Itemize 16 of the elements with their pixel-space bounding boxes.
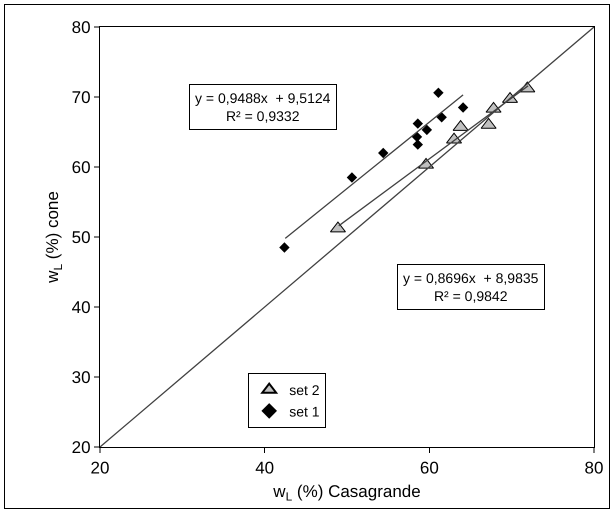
- y-tick-label: 50: [72, 228, 91, 247]
- y-tick-label: 40: [72, 298, 91, 317]
- x-tick-label: 60: [420, 458, 439, 478]
- x-tick-label: 40: [255, 458, 274, 478]
- y-tick-label: 80: [72, 18, 91, 37]
- y-tick-label: 70: [72, 88, 91, 107]
- legend-label: set 2: [289, 382, 320, 398]
- annotation: y = 0,9488x + 9,5124 R² = 0,9332: [195, 90, 331, 124]
- y-tick-label: 20: [72, 438, 91, 457]
- x-axis-title: w$_{L}$ (%) Casagrande: [272, 482, 421, 504]
- y-tick-label: 60: [72, 158, 91, 177]
- legend-label: set 1: [289, 403, 320, 420]
- x-tick-label: 80: [584, 458, 604, 478]
- annotation: y = 0,8696x + 8,9835 R² = 0,9842: [403, 270, 539, 304]
- y-tick-label: 30: [72, 368, 91, 387]
- x-tick-label: 20: [90, 458, 110, 478]
